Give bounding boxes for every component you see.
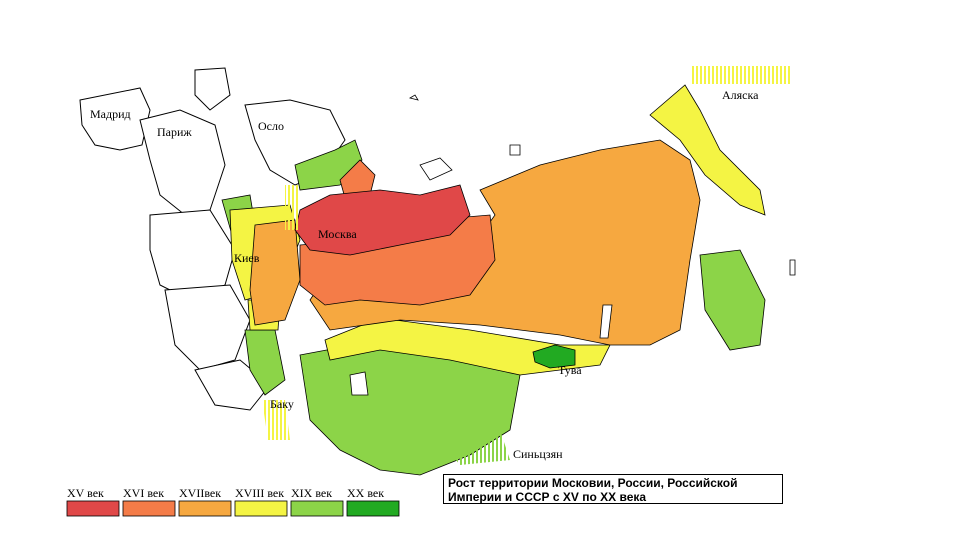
hatched-xinjiang xyxy=(440,430,510,465)
caspian-sea xyxy=(349,371,369,396)
legend-swatch-xvi xyxy=(122,500,176,517)
islands xyxy=(408,94,796,276)
legend-swatch-xviii xyxy=(234,500,288,517)
lake-baikal xyxy=(599,304,613,339)
legend-swatch-xix xyxy=(290,500,344,517)
region-xv xyxy=(294,184,471,256)
europe-outline xyxy=(79,67,346,411)
legend-label-xvii: XVIIвек xyxy=(179,486,221,500)
city-label-baku: Баку xyxy=(270,397,294,411)
city-label-tuva: Тува xyxy=(558,363,582,377)
map-title-box: Рост территории Московии, России, Россий… xyxy=(443,474,783,504)
legend-label-xx: XX век xyxy=(347,486,384,500)
city-label-madrid: Мадрид xyxy=(90,107,131,121)
region-xvi xyxy=(299,159,496,306)
map-title-line-1: Рост территории Московии, России, Россий… xyxy=(448,476,738,490)
hatched-alaska xyxy=(690,66,790,84)
city-labels: Мадрид Париж Осло Москва Киев Баку Тува … xyxy=(90,88,759,461)
hatched-caucasus xyxy=(262,400,290,440)
legend-label-xvi: XVI век xyxy=(123,486,164,500)
legend-swatch-xx xyxy=(346,500,400,517)
city-label-alaska: Аляска xyxy=(722,88,759,102)
legend-swatch-xv xyxy=(66,500,120,517)
region-xx-tuva xyxy=(532,344,576,369)
hatched-baltic xyxy=(285,185,300,230)
city-label-paris: Париж xyxy=(157,125,192,139)
city-label-xinjiang: Синьцзян xyxy=(513,447,563,461)
legend-label-xviii: XVIII век xyxy=(235,486,284,500)
legend-swatch-xvii xyxy=(178,500,232,517)
legend-label-xv: XV век xyxy=(67,486,104,500)
city-label-oslo: Осло xyxy=(258,119,284,133)
city-label-kiev: Киев xyxy=(234,251,260,265)
legend: XV век XVI век XVIIвек XVIII век XIX век… xyxy=(66,486,400,517)
map-title-line-2: Империи и СССР с XV по XX века xyxy=(448,490,647,504)
city-label-moscow: Москва xyxy=(318,227,357,241)
legend-label-xix: XIX век xyxy=(291,486,332,500)
